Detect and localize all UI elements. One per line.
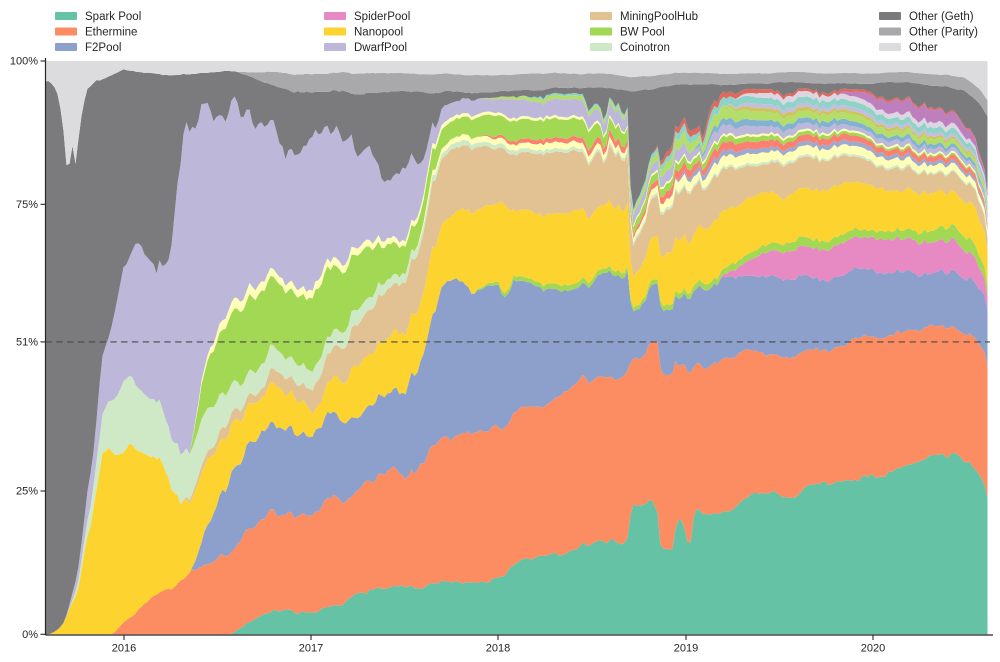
svg-text:Other: Other — [909, 42, 938, 54]
svg-text:Other (Parity): Other (Parity) — [909, 26, 978, 38]
svg-text:2018: 2018 — [486, 643, 510, 655]
svg-text:75%: 75% — [16, 199, 38, 211]
svg-text:51%: 51% — [16, 337, 38, 349]
svg-text:Spark Pool: Spark Pool — [85, 11, 141, 23]
svg-text:0%: 0% — [22, 629, 38, 641]
svg-text:Coinotron: Coinotron — [620, 42, 670, 54]
svg-text:DwarfPool: DwarfPool — [354, 42, 407, 54]
svg-text:SpiderPool: SpiderPool — [354, 11, 410, 23]
svg-text:Other (Geth): Other (Geth) — [909, 11, 974, 23]
svg-text:2016: 2016 — [112, 643, 136, 655]
svg-text:2019: 2019 — [674, 643, 698, 655]
svg-text:Nanopool: Nanopool — [354, 26, 403, 38]
svg-text:F2Pool: F2Pool — [85, 42, 121, 54]
svg-text:25%: 25% — [16, 486, 38, 498]
svg-text:100%: 100% — [10, 56, 38, 68]
svg-text:2020: 2020 — [861, 643, 885, 655]
svg-text:2017: 2017 — [299, 643, 323, 655]
svg-text:Ethermine: Ethermine — [85, 26, 137, 38]
svg-text:BW Pool: BW Pool — [620, 26, 665, 38]
svg-text:MiningPoolHub: MiningPoolHub — [620, 11, 698, 23]
